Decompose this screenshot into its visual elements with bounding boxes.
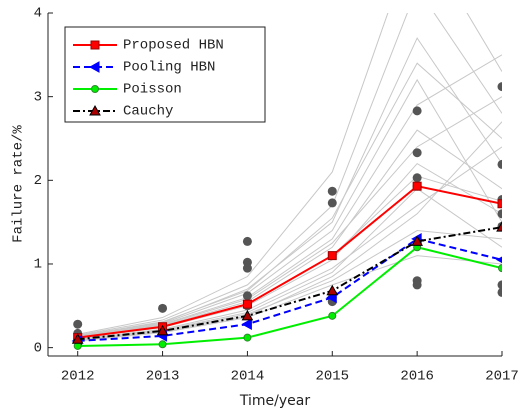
observed-point: [497, 209, 502, 219]
x-tick-label: 2013: [146, 369, 180, 385]
sample-line: [77, 13, 502, 336]
x-tick-label: 2015: [315, 369, 349, 385]
y-tick-label: 4: [34, 6, 42, 22]
marker: [496, 221, 502, 232]
marker: [241, 309, 254, 321]
legend-label: Proposed HBN: [123, 38, 224, 54]
observed-point: [412, 148, 422, 158]
marker: [90, 40, 100, 50]
observed-point: [412, 173, 422, 183]
marker: [242, 299, 252, 309]
marker: [158, 340, 167, 349]
plot-area: [71, 13, 502, 350]
sample-line: [77, 129, 502, 339]
x-tick-label: 2017: [485, 369, 519, 385]
x-tick-label: 2012: [61, 369, 95, 385]
y-axis-label: Failure rate/%: [11, 125, 27, 243]
observed-point: [158, 303, 168, 313]
marker: [411, 235, 423, 246]
marker: [495, 256, 502, 264]
marker: [71, 333, 84, 344]
y-tick-label: 0: [34, 340, 42, 356]
series-line: [77, 237, 502, 342]
legend-label: Cauchy: [123, 104, 173, 120]
marker: [412, 181, 422, 191]
sample-line: [77, 54, 502, 338]
observed-point: [497, 280, 502, 290]
sample-line: [77, 62, 502, 337]
marker: [89, 104, 101, 116]
y-tick-label: 3: [34, 89, 42, 105]
x-axis-label: Time/year: [239, 393, 310, 409]
legend-label: Pooling HBN: [123, 60, 215, 76]
sample-line: [77, 78, 502, 338]
sample-line: [77, 188, 502, 340]
sample-line: [77, 13, 502, 335]
observed-point: [242, 263, 252, 273]
marker: [328, 311, 337, 320]
y-tick-label: 2: [34, 173, 42, 189]
marker: [88, 61, 100, 73]
marker: [91, 85, 99, 93]
x-tick-label: 2014: [231, 369, 265, 385]
observed-point: [412, 106, 422, 116]
y-tick-label: 1: [34, 257, 42, 273]
observed-point: [327, 198, 337, 208]
sample-line: [77, 37, 502, 337]
series-line: [77, 226, 502, 341]
marker: [243, 333, 252, 342]
sample-line: [77, 255, 502, 342]
observed-point: [327, 186, 337, 196]
observed-point: [412, 280, 422, 290]
series-line: [77, 246, 502, 347]
marker: [497, 199, 502, 209]
sample-line: [77, 121, 502, 341]
sample-line: [77, 146, 502, 340]
sample-line: [77, 96, 502, 339]
legend-label: Poisson: [123, 82, 182, 98]
series-line: [77, 185, 502, 339]
marker: [241, 318, 252, 331]
x-tick-label: 2016: [400, 369, 434, 385]
marker: [326, 284, 339, 296]
marker: [498, 264, 502, 273]
marker: [327, 251, 337, 261]
observed-point: [497, 287, 502, 297]
observed-point: [497, 82, 502, 92]
observed-point: [242, 291, 252, 301]
marker: [156, 324, 169, 336]
observed-point: [242, 236, 252, 246]
observed-point: [497, 159, 502, 169]
observed-point: [73, 319, 83, 329]
